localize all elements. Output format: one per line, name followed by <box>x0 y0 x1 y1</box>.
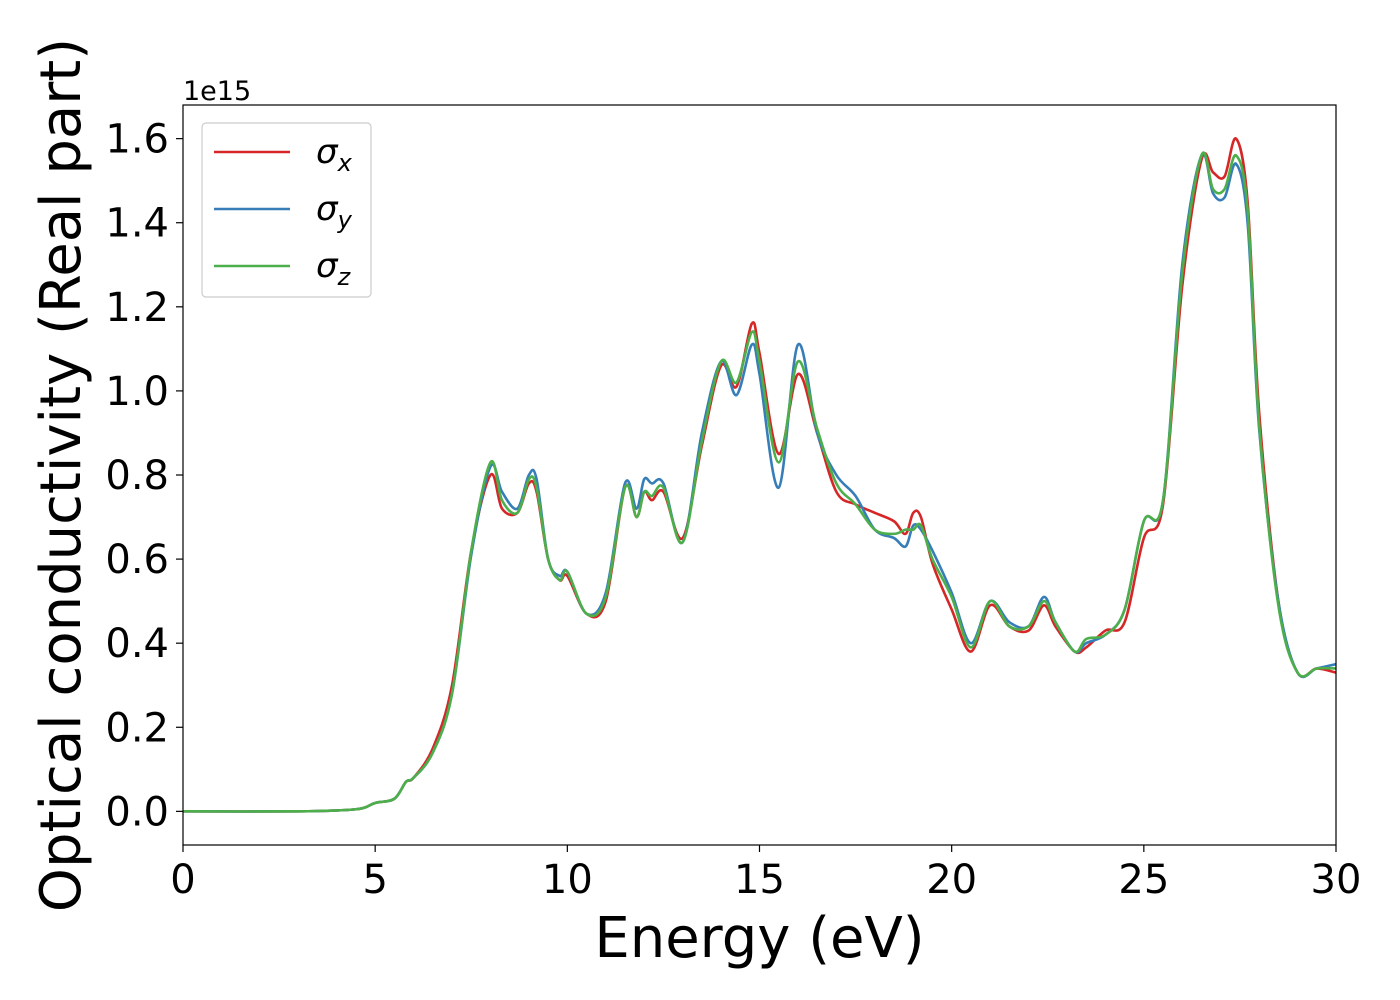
y-tick-label: 1.6 <box>105 117 169 163</box>
y-tick-label: 0.8 <box>105 453 169 499</box>
y-tick-label: 0.0 <box>105 789 169 835</box>
x-tick-label: 15 <box>734 857 785 903</box>
x-axis-title: Energy (eV) <box>594 906 924 971</box>
y-tick-label: 1.2 <box>105 285 169 331</box>
x-tick-label: 20 <box>926 857 977 903</box>
y-tick-label: 0.6 <box>105 537 169 583</box>
series-layer <box>183 137 1336 813</box>
x-tick-label: 10 <box>542 857 593 903</box>
y-tick-label: 1.4 <box>105 201 169 247</box>
x-tick-label: 0 <box>170 857 195 903</box>
y-tick-label: 0.4 <box>105 621 169 667</box>
series-line-z <box>183 151 1336 813</box>
y-axis-offset-label: 1e15 <box>183 76 251 107</box>
x-tick-label: 30 <box>1311 857 1362 903</box>
y-axis-title: Optical conductivity (Real part) <box>29 38 94 912</box>
x-axis-ticks: 0 5 10 15 20 25 30 <box>170 845 1361 903</box>
x-tick-label: 25 <box>1118 857 1169 903</box>
y-tick-label: 1.0 <box>105 369 169 415</box>
x-tick-label: 5 <box>362 857 387 903</box>
y-axis-ticks: 0.0 0.2 0.4 0.6 0.8 1.0 1.2 1.4 1.6 <box>105 117 183 835</box>
y-tick-label: 0.2 <box>105 705 169 751</box>
